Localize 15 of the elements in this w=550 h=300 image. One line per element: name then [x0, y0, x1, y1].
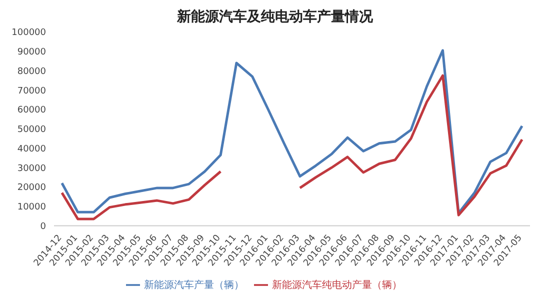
y-tick-label: 40000: [17, 144, 46, 154]
legend-label: 新能源汽车纯电动产量（辆）: [272, 280, 402, 291]
y-tick-label: 10000: [17, 202, 46, 213]
y-tick-label: 80000: [17, 66, 46, 77]
y-tick-label: 60000: [17, 106, 46, 116]
line-series: [60, 49, 524, 214]
y-tick-label: 20000: [17, 183, 46, 194]
y-tick-label: 70000: [17, 86, 46, 96]
y-tick-label: 0: [40, 222, 46, 232]
y-tick-label: 30000: [17, 164, 46, 174]
y-tick-label: 50000: [17, 125, 46, 136]
chart-title: 新能源汽车及纯电动车产量情况: [176, 8, 374, 27]
y-tick-label: 90000: [17, 48, 46, 58]
y-tick-label: 100000: [12, 28, 46, 38]
legend-label: 新能源汽车产量（辆）: [144, 280, 244, 291]
